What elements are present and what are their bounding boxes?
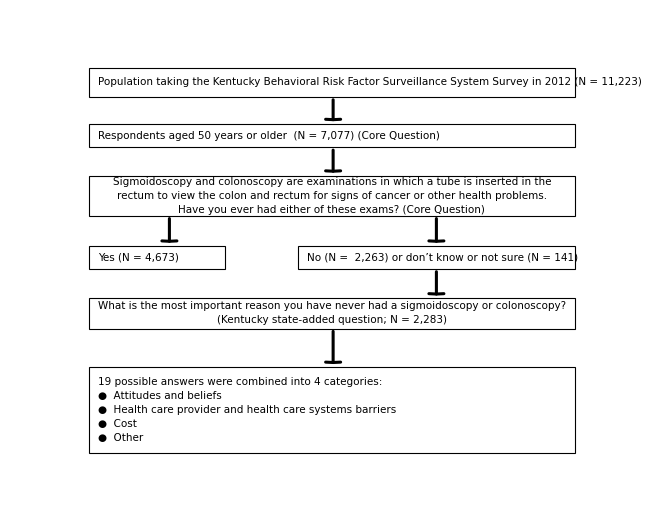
FancyBboxPatch shape <box>89 298 575 328</box>
Text: Population taking the Kentucky Behavioral Risk Factor Surveillance System Survey: Population taking the Kentucky Behaviora… <box>98 77 642 87</box>
Text: No (N =  2,263) or don’t know or not sure (N = 141): No (N = 2,263) or don’t know or not sure… <box>307 252 578 262</box>
FancyBboxPatch shape <box>89 124 575 147</box>
FancyBboxPatch shape <box>89 246 225 269</box>
Text: Sigmoidoscopy and colonoscopy are examinations in which a tube is inserted in th: Sigmoidoscopy and colonoscopy are examin… <box>112 177 551 214</box>
Text: Yes (N = 4,673): Yes (N = 4,673) <box>98 252 179 262</box>
FancyBboxPatch shape <box>298 246 575 269</box>
Text: Respondents aged 50 years or older  (N = 7,077) (Core Question): Respondents aged 50 years or older (N = … <box>98 131 440 141</box>
FancyBboxPatch shape <box>89 176 575 216</box>
FancyBboxPatch shape <box>89 367 575 453</box>
FancyBboxPatch shape <box>89 68 575 97</box>
Text: 19 possible answers were combined into 4 categories:
●  Attitudes and beliefs
● : 19 possible answers were combined into 4… <box>98 377 396 443</box>
Text: What is the most important reason you have never had a sigmoidoscopy or colonosc: What is the most important reason you ha… <box>98 301 566 325</box>
